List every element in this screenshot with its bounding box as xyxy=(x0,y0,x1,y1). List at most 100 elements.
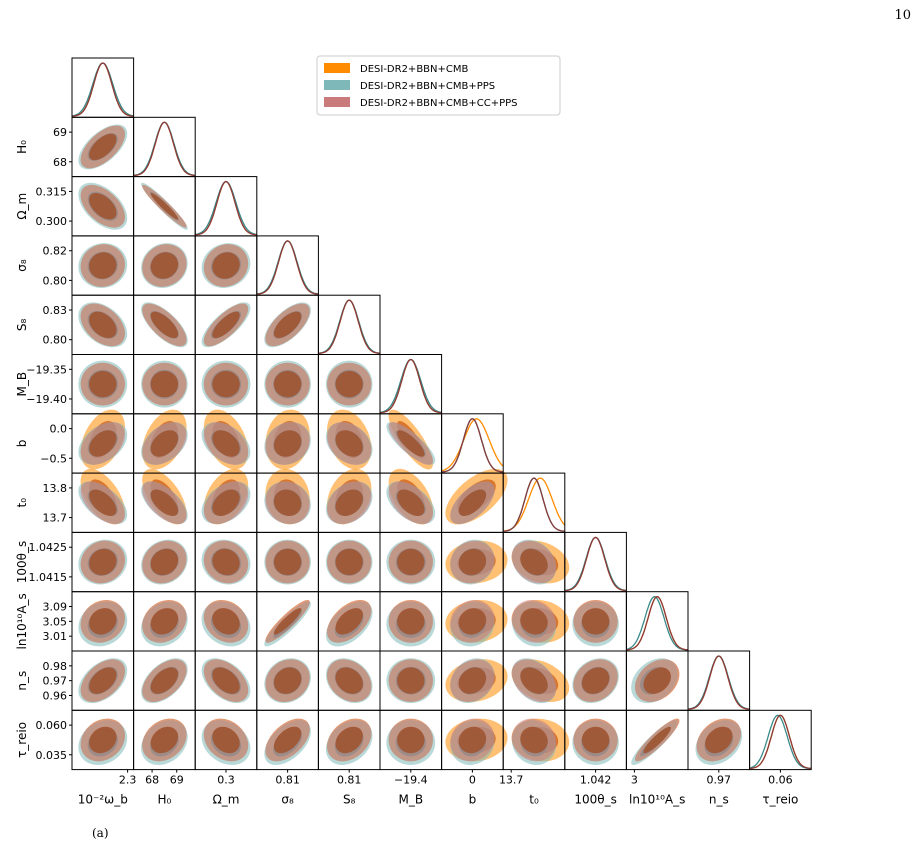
panel-MB-ωb xyxy=(71,354,135,415)
figure-label: (a) xyxy=(92,826,109,840)
panel-tau-Ωm xyxy=(194,709,258,771)
contour-inner-series-2 xyxy=(150,489,179,517)
panel-ns-σ8 xyxy=(256,650,319,711)
marginal-curve-series-0 xyxy=(441,418,504,472)
panel-frame xyxy=(687,650,751,711)
marginal-curve-series-1 xyxy=(626,596,689,651)
contour-inner-series-2 xyxy=(520,608,548,635)
contour-inner-series-2 xyxy=(89,311,117,339)
panel-θs-t0 xyxy=(502,531,570,593)
panel-H0-ωb xyxy=(71,116,135,178)
panel-b-S8 xyxy=(317,409,381,474)
panel-t0-S8 xyxy=(317,468,381,533)
x-tick-label: 0.81 xyxy=(275,774,300,787)
panel-ns-MB xyxy=(379,650,443,711)
y-tick-label: 0.0 xyxy=(50,423,68,436)
x-tick-label: 13.7 xyxy=(499,774,524,787)
contour-inner-series-2 xyxy=(150,252,179,279)
y-axis-label: n_s xyxy=(15,671,29,691)
contour-inner-series-2 xyxy=(273,726,302,754)
panel-b-ωb xyxy=(71,409,135,474)
marginal-curve-series-1 xyxy=(564,536,627,592)
marginal-curve-series-0 xyxy=(195,180,257,236)
contour-inner-series-2 xyxy=(89,548,117,576)
panel-σ8-Ωm xyxy=(194,235,258,296)
contour-inner-series-2 xyxy=(273,608,302,635)
y-tick-label: 3.09 xyxy=(43,601,68,614)
panel-S8-σ8 xyxy=(256,294,319,356)
panel-frame xyxy=(194,176,258,237)
marginal-curve-series-0 xyxy=(256,240,319,295)
x-tick-label: 1.042 xyxy=(580,774,612,787)
panel-frame xyxy=(441,413,504,474)
contour-inner-series-2 xyxy=(212,667,240,694)
marginal-curve-series-1 xyxy=(195,180,257,236)
panel-frame xyxy=(71,57,135,118)
legend-entry-2: DESI-DR2+BBN+CMB+CC+PPS xyxy=(360,98,518,109)
panel-ns-S8 xyxy=(317,650,381,711)
contour-inner-series-2 xyxy=(212,311,240,339)
marginal-curve-series-2 xyxy=(195,180,257,236)
x-tick-label: 68 xyxy=(145,774,159,787)
legend-entry-1: DESI-DR2+BBN+CMB+PPS xyxy=(360,81,495,92)
panel-As-Ωm xyxy=(194,591,258,652)
x-axis-label: b xyxy=(469,793,477,807)
x-axis-label: 10⁻²ω_b xyxy=(78,793,128,807)
marginal-As xyxy=(625,591,689,652)
legend-swatch-1 xyxy=(324,80,350,90)
legend: DESI-DR2+BBN+CMB DESI-DR2+BBN+CMB+PPS DES… xyxy=(316,55,561,116)
marginal-curve-series-1 xyxy=(687,655,750,710)
x-axis-label: n_s xyxy=(709,793,729,807)
page-number: 10 xyxy=(894,8,911,23)
contour-inner-series-2 xyxy=(150,430,179,457)
x-tick-label: −19.4 xyxy=(394,774,428,787)
marginal-curve-series-0 xyxy=(503,477,566,532)
y-tick-label: 0.80 xyxy=(43,334,68,347)
panel-As-θs xyxy=(564,591,627,652)
panel-tau-ωb xyxy=(71,709,135,771)
y-tick-label: 1.0425 xyxy=(29,541,68,554)
panel-t0-ωb xyxy=(71,468,135,533)
y-tick-label: 0.98 xyxy=(43,660,68,673)
contour-inner-series-2 xyxy=(520,667,548,694)
panel-S8-H0 xyxy=(133,294,196,356)
panel-b-σ8 xyxy=(256,409,319,474)
marginal-Ωm xyxy=(194,176,258,237)
y-tick-label: 0.060 xyxy=(36,719,68,732)
panel-tau-t0 xyxy=(502,709,570,771)
y-axis-label: S₈ xyxy=(15,318,29,331)
y-tick-label: 0.300 xyxy=(36,215,68,228)
y-tick-label: 0.96 xyxy=(43,689,68,702)
contour-inner-series-2 xyxy=(212,252,240,279)
contour-inner-series-2 xyxy=(212,726,240,754)
panel-θs-S8 xyxy=(317,531,381,593)
contour-inner-series-2 xyxy=(89,608,117,635)
panel-ns-As xyxy=(625,650,689,711)
contour-inner-series-2 xyxy=(89,489,117,517)
panel-t0-MB xyxy=(379,468,443,533)
contour-inner-series-2 xyxy=(520,548,548,576)
panel-t0-σ8 xyxy=(256,468,319,533)
contour-inner-series-2 xyxy=(397,489,425,517)
contour-inner-series-2 xyxy=(458,667,487,694)
marginal-curve-series-2 xyxy=(380,358,442,414)
contour-inner-series-2 xyxy=(643,667,671,694)
contour-inner-series-2 xyxy=(273,311,302,339)
y-tick-label: 13.8 xyxy=(43,482,68,495)
panel-b-MB xyxy=(379,409,443,474)
panel-θs-MB xyxy=(379,531,443,593)
marginal-t0 xyxy=(502,472,566,533)
y-tick-label: 0.80 xyxy=(43,274,68,287)
marginal-curve-series-2 xyxy=(626,596,688,651)
panel-frame xyxy=(502,472,566,533)
panel-As-H0 xyxy=(133,591,196,652)
marginal-curve-series-2 xyxy=(256,240,319,295)
contour-inner-series-2 xyxy=(397,430,425,457)
contour-inner-series-2 xyxy=(397,667,425,694)
marginal-curve-series-2 xyxy=(564,536,627,592)
x-tick-label: 69 xyxy=(170,774,184,787)
marginal-curve-series-2 xyxy=(318,299,380,354)
marginal-curve-series-1 xyxy=(379,358,442,414)
contour-inner-series-2 xyxy=(150,667,179,694)
contour-inner-series-2 xyxy=(89,252,117,279)
